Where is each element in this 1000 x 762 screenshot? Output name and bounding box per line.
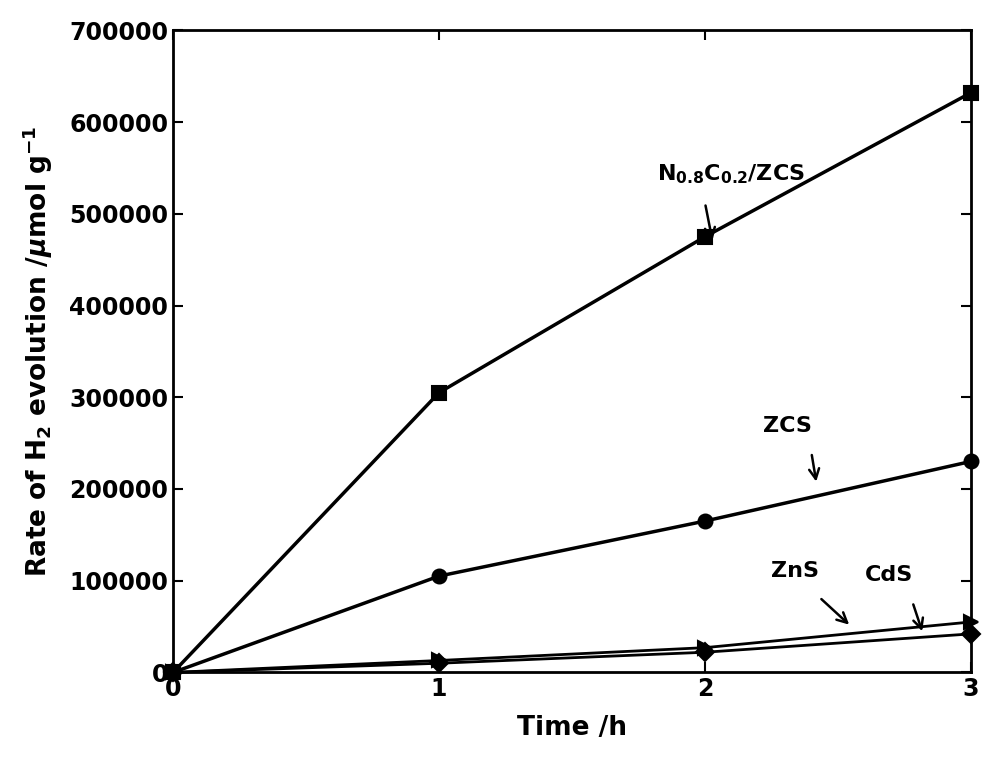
X-axis label: Time /h: Time /h	[517, 716, 627, 741]
Text: N$_{0.8}$C$_{0.2}$/ZCS: N$_{0.8}$C$_{0.2}$/ZCS	[657, 162, 805, 186]
Text: CdS: CdS	[865, 565, 913, 585]
Y-axis label: Rate of H$_2$ evolution /$\mu$mol g$^{-1}$: Rate of H$_2$ evolution /$\mu$mol g$^{-1…	[21, 126, 55, 577]
Text: ZnS: ZnS	[771, 561, 819, 581]
Text: ZCS: ZCS	[763, 416, 812, 436]
